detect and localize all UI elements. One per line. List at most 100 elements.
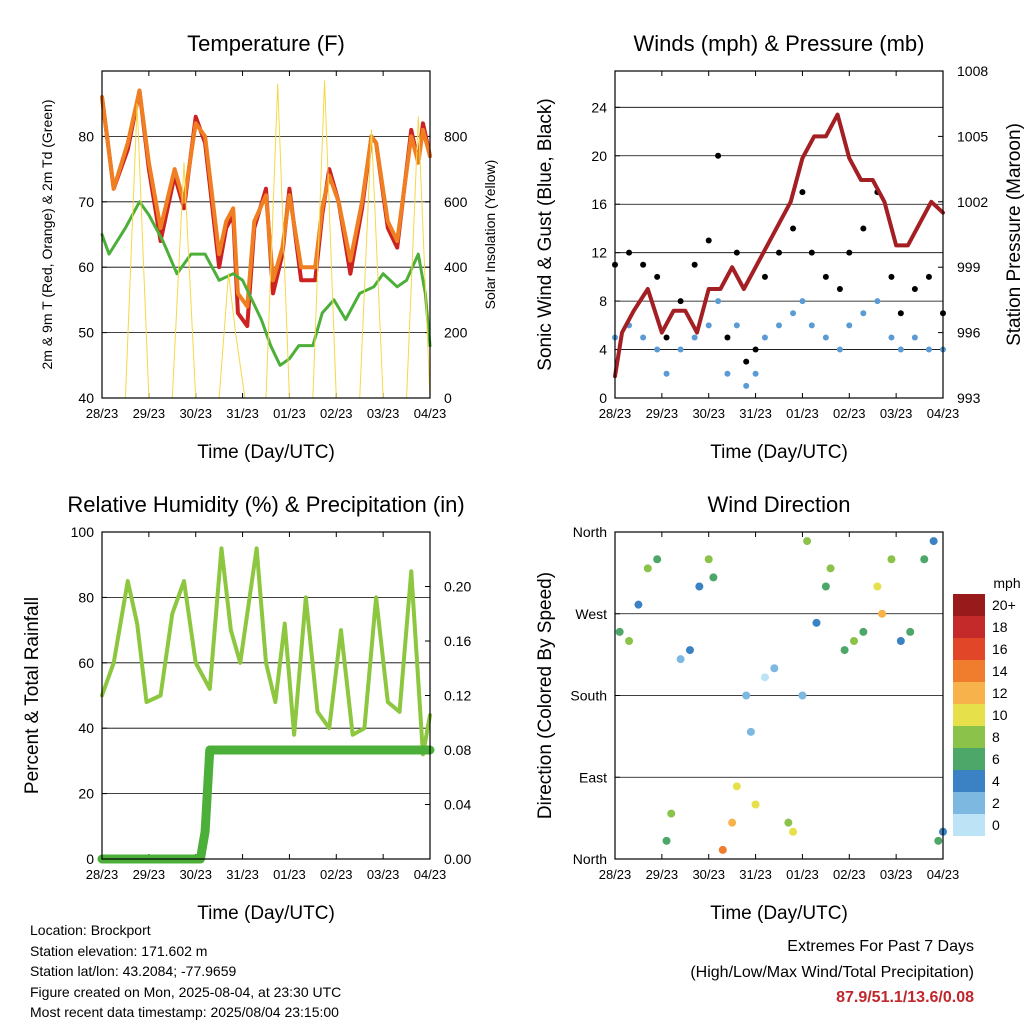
x-axis-label: Time (Day/UTC) [197, 442, 335, 463]
direction-point [732, 782, 741, 791]
x-tick-label: 29/23 [133, 406, 166, 421]
y2-tick-label: 1005 [957, 128, 988, 144]
legend-swatch [953, 792, 985, 814]
legend-swatch [953, 638, 985, 660]
data-point [799, 189, 806, 196]
y-axis-label: Direction (Colored By Speed) [535, 572, 556, 819]
latlon-text: Station lat/lon: 43.2084; -77.9659 [30, 963, 237, 979]
direction-point [803, 537, 812, 546]
location-text: Location: Brockport [30, 922, 151, 938]
y-axis-label: Percent & Total Rainfall [22, 597, 43, 794]
legend-swatch [953, 748, 985, 770]
direction-point [906, 627, 915, 636]
direction-point [840, 646, 849, 655]
data-point [743, 358, 750, 365]
station-info: Location: Brockport Station elevation: 1… [30, 920, 341, 1023]
x-tick-label: 02/23 [320, 406, 353, 421]
data-point [925, 346, 932, 353]
y-tick-label: 16 [591, 196, 607, 212]
data-point [752, 346, 759, 353]
y-tick-label: 40 [78, 390, 94, 406]
y2-tick-label: 0.04 [444, 797, 471, 813]
x-tick-label: 29/23 [133, 867, 166, 882]
data-point [846, 322, 853, 329]
x-tick-label: 31/23 [739, 867, 772, 882]
plot-frame [101, 531, 431, 860]
y2-tick-label: 400 [444, 259, 468, 275]
data-point [640, 334, 647, 341]
direction-point [859, 627, 868, 636]
data-point [705, 237, 712, 244]
series-line [100, 200, 432, 367]
series-line [97, 745, 435, 864]
direction-point [929, 537, 938, 546]
y-tick-label: 12 [591, 245, 607, 261]
data-point [640, 261, 647, 268]
direction-point [704, 555, 713, 564]
y-tick-label: 0 [86, 851, 94, 867]
data-point [677, 298, 684, 305]
x-tick-label: 31/23 [226, 406, 259, 421]
y-tick-label: 100 [71, 524, 95, 540]
x-tick-label: 31/23 [226, 867, 259, 882]
panel-2: Winds (mph) & Pressure (mb) Time (Day/UTC… [535, 31, 1024, 463]
data-point [724, 334, 731, 341]
series-line [100, 88, 432, 309]
data-point [808, 322, 815, 329]
x-tick-label: 28/23 [599, 406, 632, 421]
direction-point [887, 555, 896, 564]
y2-tick-label: 1008 [957, 63, 988, 79]
plot-frame [614, 70, 944, 399]
y-tick-label: North [573, 524, 607, 540]
y-tick-label: 40 [78, 720, 94, 736]
data-point [860, 310, 867, 317]
direction-point [634, 600, 643, 609]
y2-tick-label: 996 [957, 325, 981, 341]
direction-point [695, 582, 704, 591]
legend-swatch [953, 814, 985, 836]
data-point [860, 225, 867, 232]
data-point [836, 346, 843, 353]
extremes-block: Extremes For Past 7 Days (High/Low/Max W… [690, 934, 974, 1011]
data-point [715, 152, 722, 159]
data-point [897, 346, 904, 353]
y2-tick-label: 0.12 [444, 688, 471, 704]
y2-tick-label: 800 [444, 128, 468, 144]
panel-4: Wind Direction Time (Day/UTC) Direction (C… [535, 492, 1021, 924]
x-tick-label: 02/23 [833, 867, 866, 882]
y-tick-label: 80 [78, 128, 94, 144]
y-tick-label: 0 [599, 390, 607, 406]
direction-point [849, 637, 858, 645]
series-line [101, 80, 431, 399]
direction-point [751, 800, 760, 809]
y-tick-label: North [573, 851, 607, 867]
x-tick-label: 30/23 [179, 406, 212, 421]
data-point [911, 334, 918, 341]
x-tick-label: 29/23 [646, 867, 679, 882]
data-point [888, 334, 895, 341]
recent-text: Most recent data timestamp: 2025/08/04 2… [30, 1004, 339, 1020]
chart-title: Relative Humidity (%) & Precipitation (i… [67, 492, 464, 517]
extremes-title: Extremes For Past 7 Days [787, 938, 974, 955]
direction-point [896, 637, 905, 645]
legend-swatch [953, 704, 985, 726]
direction-point [934, 836, 943, 845]
data-point [888, 273, 895, 280]
y2-tick-label: 200 [444, 325, 468, 341]
direction-point [653, 555, 662, 564]
y-tick-label: East [579, 769, 607, 785]
data-point [897, 310, 904, 317]
legend-title: mph [993, 575, 1020, 591]
direction-point [625, 637, 634, 645]
x-tick-label: 02/23 [833, 406, 866, 421]
data-point [663, 334, 670, 341]
direction-point [676, 655, 685, 664]
direction-point [812, 618, 821, 627]
panel-1: Temperature (F) Time (Day/UTC) 2m & 9m T (… [39, 31, 498, 463]
y-tick-label: 50 [78, 325, 94, 341]
y2-tick-label: 993 [957, 390, 981, 406]
data-point [822, 273, 829, 280]
x-tick-label: 04/23 [414, 406, 447, 421]
data-point [808, 249, 815, 256]
